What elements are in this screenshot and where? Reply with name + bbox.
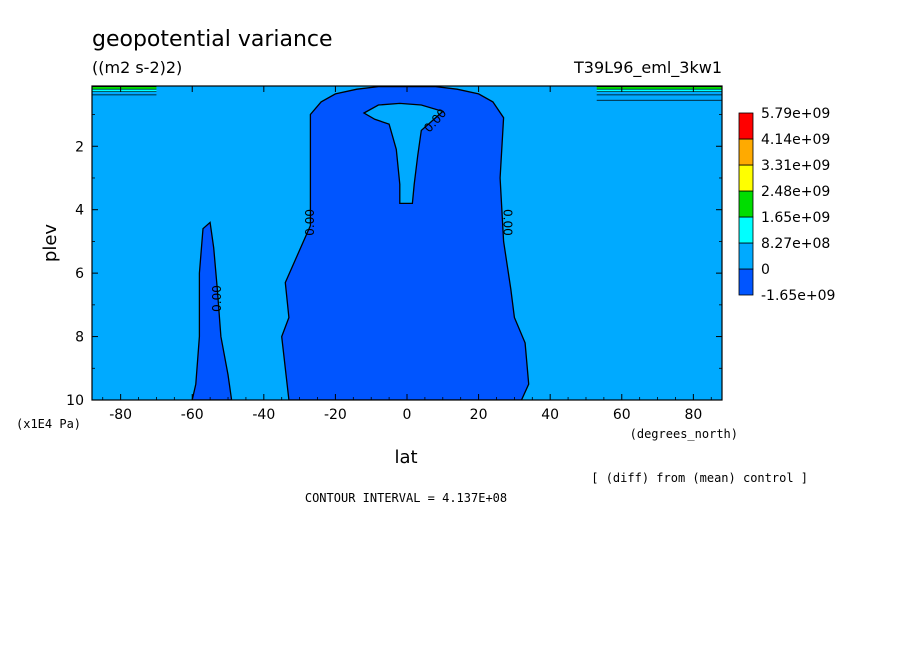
legend-swatch	[738, 138, 754, 166]
y-tick-label: 2	[75, 139, 84, 155]
y-tick-label: 10	[66, 393, 84, 409]
y-tick-label: 8	[75, 330, 84, 346]
legend-label: 4.14e+09	[761, 132, 830, 148]
polar-band	[596, 89, 722, 92]
legend-label: 8.27e+08	[761, 236, 830, 252]
x-tick-label: -20	[324, 407, 347, 423]
run-label: T39L96_eml_3kw1	[573, 58, 722, 78]
central-positive-tongue	[362, 102, 445, 205]
contour-label: 0.00	[303, 209, 317, 236]
legend-swatch	[738, 164, 754, 192]
central-negative-region	[281, 86, 530, 400]
legend-label: 3.31e+09	[761, 158, 830, 174]
y-axis-units: (x1E4 Pa)	[16, 417, 81, 431]
x-tick-label: 60	[613, 407, 631, 423]
legend-label: 1.65e+09	[761, 210, 830, 226]
polar-band	[596, 91, 722, 95]
chart-units: ((m2 s-2)2)	[92, 58, 182, 77]
x-tick-label: 20	[470, 407, 488, 423]
x-tick-label: 40	[541, 407, 559, 423]
color-legend: -1.65e+09 0 8.27e+08 1.65e+09 2.48e+09 3.31e+…	[738, 106, 835, 304]
legend-swatch	[738, 242, 754, 270]
x-tick-label: 0	[403, 407, 412, 423]
x-axis-units: (degrees_north)	[630, 427, 738, 441]
polar-cap-north	[596, 86, 722, 101]
polar-cap-south	[92, 86, 157, 96]
polar-band	[92, 86, 157, 90]
x-tick-label: -60	[181, 407, 204, 423]
x-tick-label: -40	[252, 407, 275, 423]
x-axis-ticks: -80 -60 -40 -20 0 20 40 60 80	[102, 86, 712, 423]
x-tick-label: -80	[109, 407, 132, 423]
contour-label: 0.00	[210, 285, 224, 312]
y-tick-label: 6	[75, 266, 84, 282]
x-tick-label: 80	[684, 407, 702, 423]
contour-interval: CONTOUR INTERVAL = 4.137E+08	[305, 491, 507, 505]
legend-label: 0	[761, 262, 770, 278]
x-axis-label: lat	[394, 447, 417, 468]
legend-label: -1.65e+09	[761, 288, 835, 304]
polar-band	[596, 86, 722, 90]
y-axis-ticks: 2 4 6 8 10	[66, 114, 722, 409]
polar-band	[92, 89, 157, 92]
legend-swatch	[738, 216, 754, 244]
legend-label: 2.48e+09	[761, 184, 830, 200]
legend-swatch	[738, 190, 754, 218]
sh-negative-tongue	[191, 221, 233, 400]
contour-label: 0.00	[501, 209, 515, 236]
legend-swatch	[738, 112, 754, 140]
legend-swatch	[738, 268, 754, 296]
y-axis-label: plev	[40, 224, 61, 263]
y-tick-label: 4	[75, 203, 84, 219]
chart-title: geopotential variance	[92, 27, 333, 52]
polar-band	[92, 91, 157, 95]
plot-area: 0.000.00 0.000.00	[92, 86, 722, 400]
polar-band	[596, 94, 722, 101]
legend-label: 5.79e+09	[761, 106, 830, 122]
comparison-note: [ (diff) from (mean) control ]	[591, 471, 808, 485]
